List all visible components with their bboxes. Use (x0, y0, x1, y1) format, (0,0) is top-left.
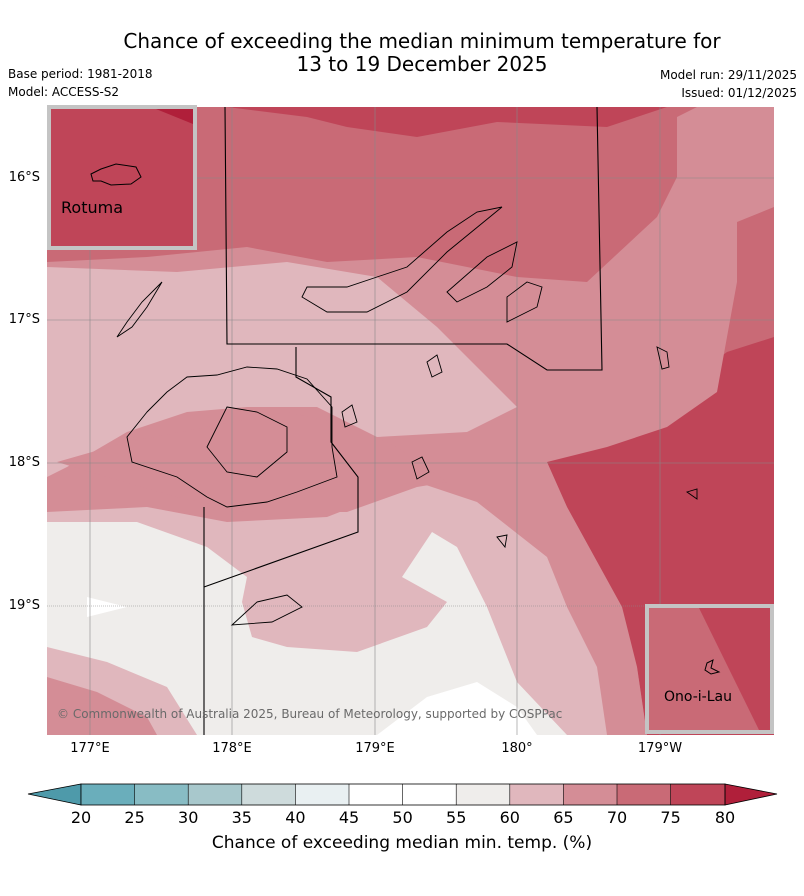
meta-right: Model run: 29/11/2025 Issued: 01/12/2025 (660, 68, 797, 104)
lat-label-18s: 18°S (8, 455, 40, 470)
colorbar-70-75 (617, 784, 671, 805)
colorbar-tick-65: 65 (553, 808, 574, 827)
colorbar-tick-30: 30 (178, 808, 199, 827)
colorbar-75-80 (670, 784, 725, 805)
band-50-55 (87, 597, 127, 617)
colorbar-20-25 (81, 784, 135, 805)
colorbar-30-35 (188, 784, 242, 805)
colorbar-tick-40: 40 (285, 808, 306, 827)
rotuma-island (90, 163, 142, 186)
colorbar-tick-20: 20 (70, 808, 92, 827)
colorbar-65-70 (563, 784, 617, 805)
band-65-70-southwest (47, 677, 157, 735)
inset-onoilau-label: Ono-i-Lau (664, 689, 732, 705)
colorbar-tick-25: 25 (124, 808, 145, 827)
copyright-credit: © Commonwealth of Australia 2025, Bureau… (57, 707, 563, 721)
title-line-2: 13 to 19 December 2025 (296, 52, 548, 76)
issued-date: Issued: 01/12/2025 (681, 86, 797, 100)
colorbar-tick-50: 50 (392, 808, 413, 827)
onoilau-75-80-area (699, 608, 770, 730)
lon-label-179e: 179°E (355, 741, 395, 756)
probability-map (47, 107, 774, 735)
lat-label-16s: 16°S (8, 170, 40, 185)
colorbar-dividers (134, 784, 671, 805)
inset-rotuma (47, 105, 197, 250)
lon-label-178e: 178°E (212, 741, 252, 756)
colorbar-45-50 (349, 784, 403, 805)
inset-onoilau (645, 604, 774, 734)
colorbar-arrow-high (724, 783, 778, 806)
colorbar-tick-75: 75 (660, 808, 681, 827)
colorbar-tick-60: 60 (499, 808, 520, 827)
rotuma-80-area (156, 109, 193, 124)
lon-label-180: 180° (501, 741, 533, 756)
colorbar-60-65 (509, 784, 564, 805)
model-name: Model: ACCESS-S2 (8, 85, 120, 99)
onoilau-map (699, 608, 770, 730)
band-50-55-south (377, 682, 537, 735)
lat-label-19s: 19°S (8, 598, 40, 613)
colorbar-title: Chance of exceeding median min. temp. (%… (211, 833, 593, 853)
colorbar-arrow-low (27, 783, 82, 806)
base-period: Base period: 1981-2018 (8, 67, 153, 81)
colorbar-50-55 (402, 784, 457, 805)
colorbar-25-30 (134, 784, 189, 805)
onoilau-island (704, 659, 721, 675)
inset-rotuma-label: Rotuma (61, 198, 123, 217)
rotuma-map (90, 109, 193, 186)
colorbar-tick-45: 45 (338, 808, 360, 827)
band-65-70-stripe (57, 412, 447, 512)
colorbar-tick-55: 55 (446, 808, 467, 827)
meta-left: Base period: 1981-2018 Model: ACCESS-S2 (8, 67, 153, 103)
lon-label-179w: 179°W (637, 741, 683, 756)
band-55-60 (47, 522, 567, 735)
colorbar-tick-80: 80 (714, 808, 736, 827)
title-line-1: Chance of exceeding the median minimum t… (123, 29, 721, 53)
band-60-65 (47, 262, 517, 477)
lat-label-17s: 17°S (8, 312, 40, 327)
model-run: Model run: 29/11/2025 (659, 68, 797, 82)
colorbar-frame (80, 783, 726, 806)
colorbar-40-45 (295, 784, 349, 805)
lon-label-177e: 177°E (70, 741, 110, 756)
islands (116, 206, 698, 626)
chart-title: Chance of exceeding the median minimum t… (60, 30, 784, 76)
colorbar (27, 783, 778, 806)
band-75-80-top (227, 107, 667, 137)
colorbar-35-40 (241, 784, 296, 805)
colorbar-tick-70: 70 (606, 808, 628, 827)
colorbar-tick-35: 35 (231, 808, 252, 827)
zone-boundaries (203, 107, 603, 735)
colorbar-55-60 (456, 784, 510, 805)
